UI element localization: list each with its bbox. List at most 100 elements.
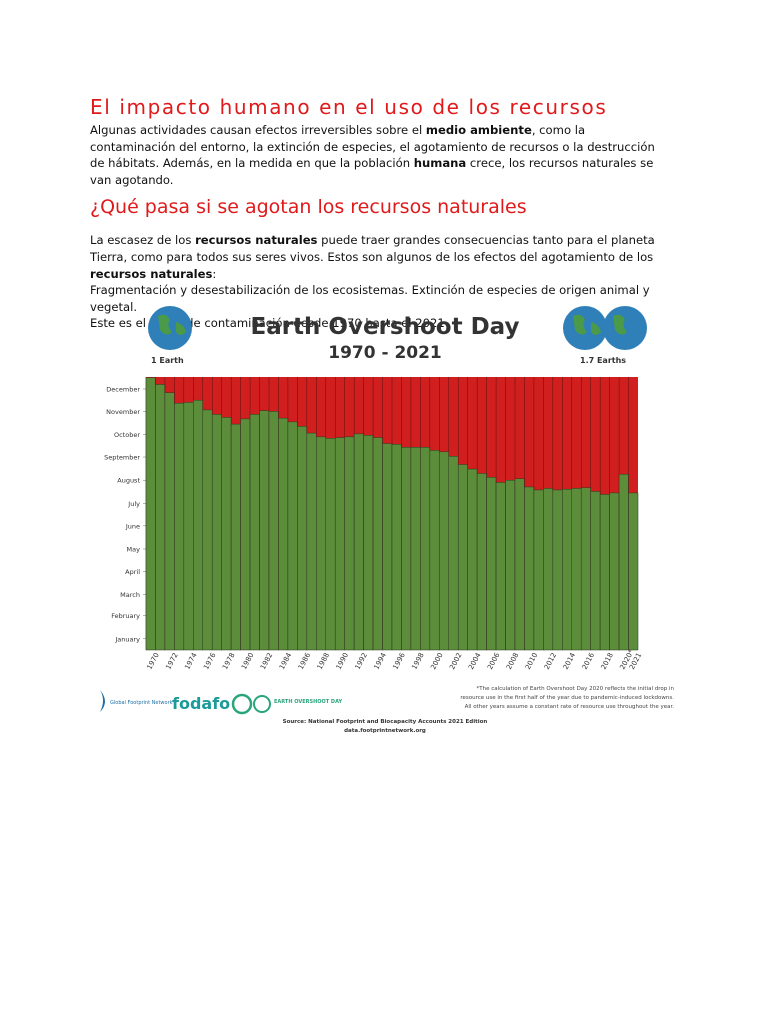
logo: Global Footprint Network fodafo EARTH OV… [100, 690, 342, 715]
bar [543, 488, 554, 651]
x-tick-label: 1984 [278, 651, 294, 671]
y-tick-label: November [106, 408, 140, 416]
x-tick-label: 1994 [373, 651, 389, 671]
title: El impacto humano en el uso de los recur… [90, 95, 608, 119]
bar [420, 447, 431, 651]
bar [240, 418, 251, 651]
y-tick-label: January [114, 635, 140, 643]
x-tick-label: 2008 [505, 651, 520, 670]
bar [580, 487, 591, 651]
bar [278, 417, 289, 651]
bar [316, 436, 327, 651]
bar [334, 437, 345, 651]
bold-text: medio ambiente [425, 123, 532, 137]
url: data.footprintnetwork.org [344, 728, 426, 734]
x-tick-label: 2006 [486, 651, 502, 671]
bar [353, 433, 364, 651]
y-tick-label: May [127, 546, 141, 554]
y-tick-label: July [127, 500, 140, 508]
bar [221, 417, 232, 651]
bold-text: recursos naturales [195, 233, 318, 248]
bar [495, 482, 506, 651]
footnote: *The calculation of Earth Overshoot Day … [476, 686, 674, 692]
bar [259, 410, 270, 651]
x-tick-label: 2004 [467, 651, 483, 671]
x-tick-label: 1988 [316, 651, 331, 670]
bar [533, 489, 544, 651]
y-tick-label: March [120, 591, 140, 599]
y-tick-label: September [104, 454, 140, 462]
bar [429, 450, 440, 651]
bar [618, 473, 629, 651]
text: , como la contaminación del entorno, la … [90, 123, 655, 171]
bar [552, 489, 563, 651]
bar [599, 494, 610, 651]
bar [297, 426, 308, 651]
bar [306, 432, 317, 651]
source: Source: National Footprint and Biocapaci… [283, 719, 488, 725]
bar [193, 399, 204, 651]
bar [524, 486, 535, 651]
text: crece, los recursos naturales se van ago… [90, 156, 654, 187]
bar [249, 414, 260, 651]
bar [391, 444, 402, 651]
x-tick-label: 1982 [259, 651, 274, 670]
bar [363, 435, 374, 651]
bar [155, 384, 166, 651]
bar [287, 421, 298, 651]
bar [325, 438, 336, 651]
left-label: 1 Earth [151, 356, 184, 365]
bar [164, 392, 175, 651]
bar [505, 479, 516, 651]
x-tick-label: 1992 [354, 651, 369, 670]
y-tick-label: October [114, 431, 140, 439]
x-tick-label: 1986 [297, 651, 313, 671]
x-tick-label: 1972 [164, 651, 179, 670]
bar [211, 414, 222, 651]
y-tick-label: August [117, 477, 140, 485]
bar [344, 436, 355, 651]
bar [183, 402, 194, 651]
x-tick-label: 1978 [221, 651, 236, 670]
x-tick-label: 1976 [202, 651, 218, 671]
bold-text: humana [413, 156, 467, 171]
chart-subtitle: 1970 - 2021 [328, 343, 442, 363]
x-tick-label: 1974 [183, 651, 199, 671]
bar [609, 492, 620, 651]
y-tick-label: December [106, 385, 140, 393]
x-tick-label: 1996 [391, 651, 407, 671]
logo-text: EARTH OVERSHOOT DAY [274, 699, 342, 705]
paragraph: Fragmentación y desestabilización de los… [90, 282, 670, 315]
text: Fragmentación y desestabilización de los… [90, 283, 650, 314]
bar [401, 447, 412, 651]
bar [590, 491, 601, 651]
bar [628, 492, 639, 651]
x-tick-label: 2002 [448, 651, 463, 670]
text: Algunas actividades causan efectos irrev… [90, 123, 426, 137]
x-tick-label: 1980 [240, 651, 255, 670]
bar [467, 468, 478, 651]
y-tick-label: April [125, 568, 140, 576]
x-tick-label: 2014 [562, 651, 578, 671]
x-tick-label: 2016 [581, 651, 597, 671]
text: La escasez de los [90, 233, 196, 248]
x-tick-label: 2000 [429, 651, 444, 670]
logo-text: fodafo [172, 694, 230, 713]
x-tick-label: 1998 [410, 651, 425, 670]
x-tick-label: 1990 [335, 651, 350, 670]
bar [230, 423, 241, 651]
globe [148, 306, 647, 350]
bar [268, 411, 279, 651]
paragraph: La escasez de los recursos naturales pue… [90, 232, 670, 282]
bar [382, 443, 393, 651]
bar [202, 409, 213, 651]
x-tick-label: 2010 [524, 651, 539, 670]
bar [145, 377, 156, 651]
bar [476, 473, 487, 651]
bar [174, 402, 185, 651]
bar [486, 476, 497, 651]
y-tick-label: February [111, 612, 140, 620]
bar [372, 437, 383, 651]
bar [562, 488, 573, 651]
